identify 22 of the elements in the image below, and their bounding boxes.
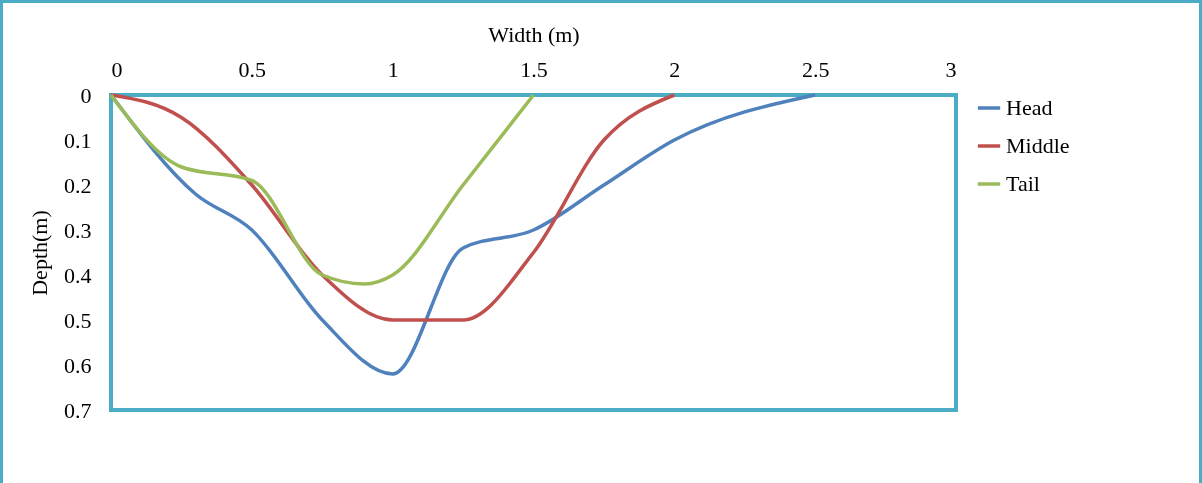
- legend-label: Head: [1006, 95, 1053, 120]
- y-axis-title: Depth(m): [27, 210, 52, 296]
- y-tick-label: 0.2: [64, 172, 92, 198]
- y-tick-label: 0.3: [64, 217, 92, 243]
- x-tick-label: 1.5: [520, 56, 548, 82]
- legend-label: Tail: [1006, 171, 1040, 196]
- y-tick-label: 0.1: [64, 127, 92, 153]
- x-tick-label: 2.5: [801, 56, 830, 82]
- x-tick-label: 0.5: [238, 56, 267, 82]
- legend-label: Middle: [1006, 133, 1070, 158]
- y-tick-label: 0.7: [64, 397, 92, 423]
- x-tick-label: 0: [111, 56, 123, 82]
- y-tick-label: 0: [80, 82, 92, 108]
- x-axis-title: Width (m): [488, 21, 580, 47]
- line-series: [109, 93, 677, 322]
- y-tick-label: 0.6: [64, 352, 92, 378]
- line-series: [109, 93, 536, 286]
- y-tick-label: 0.5: [64, 307, 92, 333]
- x-tick-label: 3: [945, 56, 957, 82]
- x-tick-label: 2: [669, 56, 681, 82]
- x-tick-label: 1: [387, 56, 399, 82]
- y-tick-label: 0.4: [64, 262, 92, 288]
